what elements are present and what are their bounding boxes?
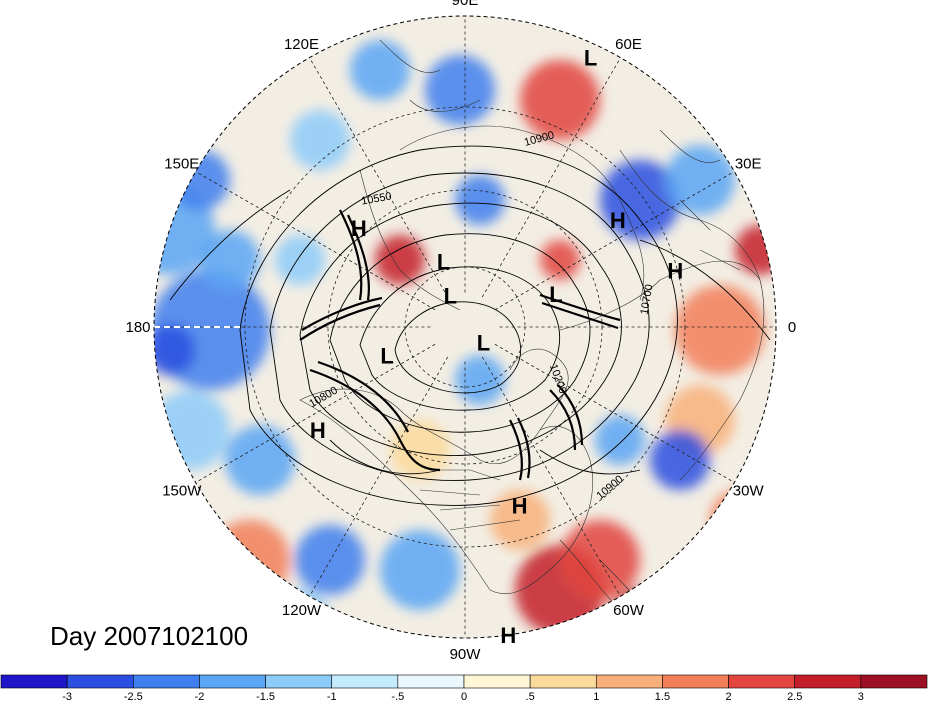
colorbar-swatch — [662, 674, 729, 689]
jet-wind-contours — [299, 209, 621, 481]
anomaly-blob — [595, 415, 645, 465]
longitude-label: 150E — [164, 156, 199, 173]
longitude-labels: 90E 60E 30E 0 30W 60W 90W 120W 150W 180 150E 120E — [125, 0, 796, 663]
colorbar-tick-label: 0 — [461, 691, 467, 702]
longitude-label: 30E — [735, 156, 762, 173]
longitude-label: 60W — [613, 602, 645, 619]
longitude-label: 0 — [788, 319, 796, 336]
longitude-label: 90E — [452, 0, 479, 9]
height-contours — [169, 145, 771, 506]
anomaly-blob — [270, 590, 330, 638]
colorbar-tick-label: 2 — [726, 691, 732, 702]
meridian-line — [309, 356, 449, 597]
colorbar-swatch — [331, 674, 399, 689]
colorbar-tick-label: 2.5 — [787, 691, 802, 702]
longitude-label: 120E — [284, 36, 319, 53]
meridian-line — [494, 343, 735, 483]
anomaly-blob — [610, 590, 670, 638]
contour-label: 10700 — [638, 283, 655, 315]
anomaly-blob — [350, 40, 410, 100]
anomaly-blob — [275, 235, 325, 285]
coastlines — [299, 39, 765, 621]
anomaly-blob — [600, 160, 680, 240]
anomaly-blob — [520, 60, 600, 140]
high-pressure-label: H — [500, 623, 516, 648]
longitude-label: 120W — [282, 602, 322, 619]
colorbar-tick-label: 3 — [858, 691, 864, 702]
anomaly-blob — [665, 145, 735, 215]
anomaly-blob — [455, 355, 505, 405]
colorbar-tick-label: -.5 — [391, 691, 404, 702]
low-pressure-label: L — [380, 343, 393, 368]
longitude-label: 30W — [733, 483, 765, 500]
colorbar-swatch — [0, 674, 68, 689]
low-pressure-label: L — [477, 331, 490, 356]
anomaly-blob — [200, 230, 260, 290]
colorbar-swatch — [66, 674, 134, 689]
colorbar-tick-label: 1 — [593, 691, 599, 702]
colorbar-swatch — [860, 674, 928, 689]
anomaly-blob — [50, 160, 130, 240]
high-pressure-label: H — [351, 216, 367, 241]
meridian-line — [309, 57, 449, 298]
colorbar-swatch — [463, 674, 531, 689]
colorbar-tick-label: -2 — [195, 691, 205, 702]
anomaly-blob — [290, 110, 350, 170]
colorbar-swatch — [199, 674, 266, 689]
anomaly-blob — [225, 425, 295, 495]
meridian-line — [481, 57, 621, 298]
anomaly-blob — [295, 525, 365, 595]
low-pressure-label: L — [444, 284, 457, 309]
anomaly-blob — [375, 235, 425, 285]
contour-label: 10550 — [360, 190, 392, 207]
colorbar-swatch — [595, 674, 663, 689]
anomaly-blob — [210, 520, 290, 600]
colorbar-tick-label: -3 — [62, 691, 72, 702]
colorbar-tick-label: 1.5 — [655, 691, 670, 702]
colorbar-tick-label: -1 — [327, 691, 337, 702]
meridian-line — [494, 171, 735, 311]
meridian-line — [195, 343, 436, 483]
map-boundary — [153, 15, 777, 639]
day-title: Day 2007102100 — [50, 621, 248, 651]
anomaly-blob — [380, 530, 460, 610]
low-pressure-label: L — [437, 249, 450, 274]
anomaly-blob — [675, 285, 765, 375]
high-pressure-label: H — [512, 493, 528, 518]
longitude-lines — [154, 16, 776, 638]
longitude-label: 90W — [450, 646, 482, 663]
colorbar-tick-label: -2.5 — [124, 691, 143, 702]
anomaly-blob — [650, 430, 710, 490]
low-pressure-label: L — [584, 46, 597, 71]
low-pressure-label: L — [549, 282, 562, 307]
colorbar-swatch — [397, 674, 465, 689]
colorbar-tick-label: -1.5 — [256, 691, 275, 702]
anomaly-blob — [390, 420, 450, 480]
high-pressure-label: H — [667, 259, 683, 284]
colorbar-swatch — [728, 674, 796, 689]
longitude-label: 150W — [162, 483, 202, 500]
longitude-label: 180 — [125, 319, 150, 336]
anomaly-blob — [425, 55, 495, 125]
longitude-label: 60E — [615, 36, 642, 53]
meridian-line — [481, 356, 621, 597]
colorbar: -3 -2.5 -2 -1.5 -1 -.5 0 .5 1 1.5 2 2.5 3 — [0, 674, 928, 702]
high-pressure-label: H — [610, 208, 626, 233]
anomaly-blob — [154, 390, 230, 470]
colorbar-swatch — [265, 674, 333, 689]
high-pressure-label: H — [310, 418, 326, 443]
colorbar-swatch — [132, 674, 200, 689]
colorbar-tick-label: .5 — [526, 691, 535, 702]
anomaly-blob — [735, 225, 776, 275]
colorbar-swatch — [794, 674, 862, 689]
anomaly-blob — [540, 240, 580, 280]
colorbar-swatch — [529, 674, 597, 689]
anomaly-blob — [10, 100, 110, 200]
anomaly-blob — [455, 175, 505, 225]
meridian-line — [195, 171, 436, 311]
anomaly-blob — [154, 325, 195, 375]
